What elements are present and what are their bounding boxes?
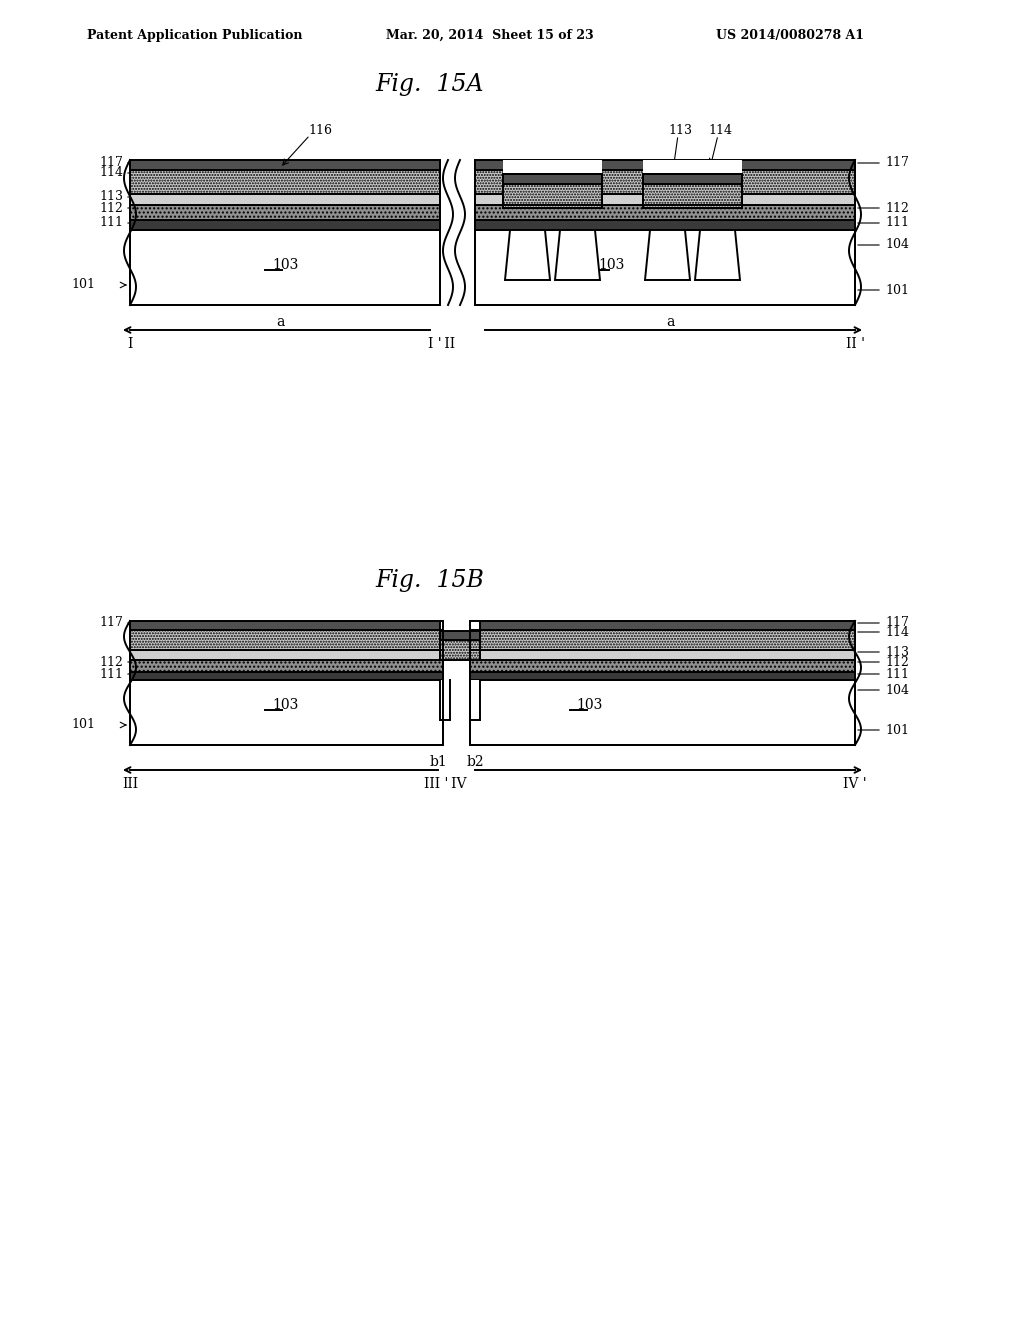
Text: IV ': IV ' bbox=[843, 777, 866, 791]
Text: b2: b2 bbox=[466, 755, 483, 770]
Bar bbox=[130, 230, 440, 305]
Bar bbox=[470, 649, 855, 660]
Text: 101: 101 bbox=[71, 718, 95, 731]
Bar bbox=[440, 680, 480, 719]
Bar bbox=[503, 174, 602, 183]
Text: 111: 111 bbox=[99, 216, 123, 230]
Bar bbox=[643, 174, 742, 183]
Bar bbox=[130, 170, 440, 194]
Bar bbox=[475, 205, 855, 220]
Bar bbox=[130, 160, 440, 170]
Polygon shape bbox=[695, 230, 740, 280]
Text: 113: 113 bbox=[885, 645, 909, 659]
Text: 113: 113 bbox=[668, 124, 692, 136]
Text: 112: 112 bbox=[99, 202, 123, 214]
Text: Mar. 20, 2014  Sheet 15 of 23: Mar. 20, 2014 Sheet 15 of 23 bbox=[386, 29, 594, 41]
Text: Fig.  15A: Fig. 15A bbox=[376, 74, 484, 96]
Bar bbox=[643, 160, 742, 205]
Bar bbox=[130, 630, 443, 649]
Bar bbox=[130, 680, 443, 744]
Bar bbox=[130, 205, 440, 220]
Bar bbox=[475, 220, 855, 230]
Text: 117: 117 bbox=[885, 616, 909, 630]
Text: 101: 101 bbox=[885, 723, 909, 737]
Text: 114: 114 bbox=[885, 626, 909, 639]
Text: 114: 114 bbox=[99, 166, 123, 180]
Bar bbox=[475, 160, 855, 170]
Text: Patent Application Publication: Patent Application Publication bbox=[87, 29, 303, 41]
Text: 101: 101 bbox=[71, 279, 95, 292]
Text: 112: 112 bbox=[99, 656, 123, 668]
Text: 116: 116 bbox=[308, 124, 332, 136]
Text: b1: b1 bbox=[429, 755, 446, 770]
Bar bbox=[130, 660, 443, 672]
Text: 117: 117 bbox=[99, 616, 123, 630]
Text: 104: 104 bbox=[885, 239, 909, 252]
Bar bbox=[130, 620, 443, 630]
Bar bbox=[475, 230, 855, 305]
Text: 112: 112 bbox=[885, 202, 909, 214]
Text: 103: 103 bbox=[271, 257, 298, 272]
Text: 101: 101 bbox=[885, 284, 909, 297]
Text: a: a bbox=[275, 315, 285, 329]
Text: 117: 117 bbox=[885, 157, 909, 169]
Bar bbox=[503, 205, 602, 209]
Bar bbox=[470, 680, 855, 744]
Bar bbox=[475, 170, 855, 194]
Bar bbox=[440, 620, 480, 660]
Bar bbox=[470, 672, 855, 680]
Text: 103: 103 bbox=[577, 698, 603, 711]
Text: II ': II ' bbox=[846, 337, 864, 351]
Bar bbox=[130, 672, 443, 680]
Text: 111: 111 bbox=[99, 668, 123, 681]
Text: 103: 103 bbox=[271, 698, 298, 711]
Polygon shape bbox=[555, 230, 600, 280]
Bar bbox=[440, 631, 480, 640]
Text: 104: 104 bbox=[885, 684, 909, 697]
Bar bbox=[643, 205, 742, 209]
Text: 112: 112 bbox=[885, 656, 909, 668]
Text: III ' IV: III ' IV bbox=[424, 777, 466, 791]
Bar bbox=[470, 660, 855, 672]
Bar bbox=[470, 620, 855, 630]
Bar bbox=[643, 183, 742, 209]
Bar bbox=[470, 630, 855, 649]
Bar bbox=[503, 183, 602, 209]
Text: 111: 111 bbox=[885, 216, 909, 230]
Text: 111: 111 bbox=[885, 668, 909, 681]
Text: III: III bbox=[122, 777, 138, 791]
Text: 113: 113 bbox=[99, 190, 123, 203]
Bar bbox=[475, 194, 855, 205]
Bar bbox=[503, 160, 602, 205]
Polygon shape bbox=[505, 230, 550, 280]
Bar bbox=[130, 649, 443, 660]
Text: I: I bbox=[127, 337, 133, 351]
Bar bbox=[130, 194, 440, 205]
Text: US 2014/0080278 A1: US 2014/0080278 A1 bbox=[716, 29, 864, 41]
Text: Fig.  15B: Fig. 15B bbox=[376, 569, 484, 591]
Text: 114: 114 bbox=[708, 124, 732, 136]
Text: a: a bbox=[666, 315, 674, 329]
Bar bbox=[130, 220, 440, 230]
Text: I ' II: I ' II bbox=[428, 337, 456, 351]
Text: 103: 103 bbox=[599, 257, 626, 272]
Polygon shape bbox=[645, 230, 690, 280]
Text: 117: 117 bbox=[99, 157, 123, 169]
Bar bbox=[440, 640, 480, 660]
